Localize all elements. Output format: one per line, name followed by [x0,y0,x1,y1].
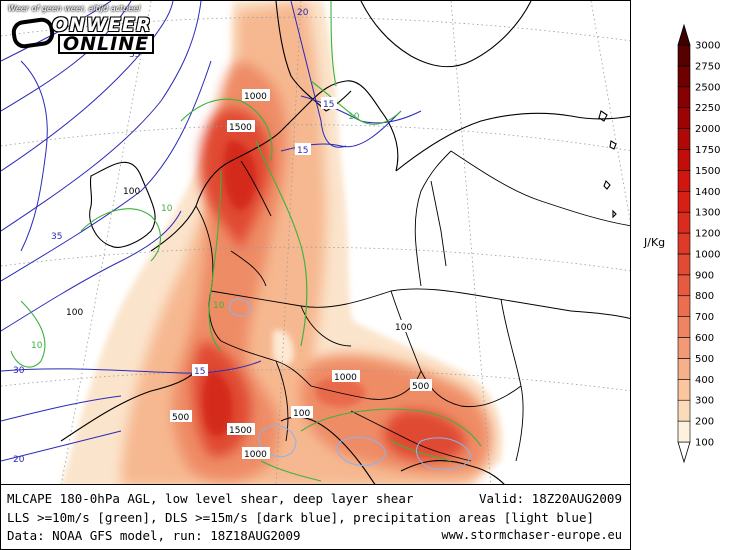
colorbar-tick-label: 1750 [695,145,720,156]
continental-coast [150,80,399,252]
cape-area-1000c [384,410,466,461]
cape-area-1500b [202,371,233,437]
dls-label: 15 [297,146,308,156]
lls-label: 10 [213,301,225,311]
cape-area-1000d [315,377,366,407]
colorbar-swatch [677,211,691,234]
colorbar-tick-label: 1500 [695,166,720,177]
cape-label: 100 [66,308,83,318]
colorbar-swatch [677,149,691,171]
caption-data-source: Data: NOAA GFS model, run: 18Z18AUG2009 [7,528,301,543]
cape-label: 1500 [229,426,252,436]
colorbar-swatch [677,44,691,67]
colorbar-swatch [677,190,691,213]
logo-word-online: ONLINE [58,34,155,54]
colorbar-tick-label: 400 [695,375,714,386]
cape-map: 1000 1500 100 100 500 1500 1000 100 1000… [0,0,631,485]
colorbar-swatch [677,86,691,108]
dls-label: 15 [323,100,334,110]
cape-label: 1500 [229,123,252,133]
islands [598,110,617,219]
logo-tagline: Weer of geen weer, altijd actueel [8,4,141,13]
baltic-coast [395,112,630,172]
adriatic-coast [400,460,505,484]
colorbar-swatch [677,128,691,150]
cape-label: 1000 [244,450,267,460]
cape-label: 100 [293,409,310,419]
logo-word-onweer: ONWEER [52,14,152,36]
lls-contours [10,1,482,482]
colorbar-swatch [677,107,691,129]
colorbar-tick-label: 300 [695,396,714,407]
colorbar-tick-label: 700 [695,312,714,323]
coastlines [60,1,630,484]
colorbar-tick-label: 600 [695,333,714,344]
colorbar-swatch [677,337,691,359]
colorbar-swatch [677,379,691,401]
colorbar-swatch [677,170,691,192]
caption-website: www.stormchaser-europe.eu [441,528,622,542]
colorbar-tick-label: 2750 [695,61,720,72]
map-caption: MLCAPE 180-0hPa AGL, low level shear, de… [0,485,631,550]
colorbar-swatch [677,274,691,297]
graticule [1,1,630,484]
colorbar-tick-label: 200 [695,417,714,428]
colorbar-tick-label: 500 [695,354,714,365]
cape-label: 100 [395,323,412,333]
dls-label: 35 [51,232,62,242]
dls-label: 20 [13,455,25,465]
colorbar-bottom-arrow [677,441,691,464]
britain-coast [89,161,156,248]
shear-labels: 20 15 10 15 35 10 35 10 15 10 30 20 [13,8,360,465]
dls-label: 35 [129,50,140,60]
colorbar-swatch [677,358,691,380]
colorbar-swatch [677,253,691,276]
cape-label: 500 [172,413,189,423]
colorbar-tick-label: 100 [695,438,714,449]
cape-label: 1000 [334,373,357,383]
denmark-coast [275,1,352,112]
scandinavia-coast [360,1,532,68]
colorbar-tick-label: 2500 [695,82,720,93]
colorbar-canvas: 100 200 300 400 500 600 700 800 900 1000 1200 1300 1… [643,23,720,464]
colorbar-swatch [677,316,691,338]
colorbar-tick-label: 1300 [695,208,720,219]
dls-label: 30 [13,366,25,376]
caption-title: MLCAPE 180-0hPa AGL, low level shear, de… [7,491,414,506]
colorbar-tick-label: 2250 [695,103,720,114]
colorbar-tick-label: 3000 [695,41,720,52]
cape-area-1500 [223,140,257,210]
logo-ring-icon [10,16,56,50]
caption-legend-text: LLS >=10m/s [green], DLS >=15m/s [dark b… [7,510,594,525]
colorbar-tick-label: 900 [695,270,714,281]
colorbar-tick-label: 1400 [695,187,720,198]
map-canvas: 1000 1500 100 100 500 1500 1000 100 1000… [1,1,630,484]
colorbar-top-arrow [677,23,691,46]
colorbar-swatch [677,65,691,88]
dls-label: 15 [194,367,205,377]
colorbar-unit: J/Kg [643,236,665,249]
dls-label: 20 [297,8,309,18]
colorbar-swatch [677,295,691,317]
colorbar-tick-label: 1200 [695,229,720,240]
cape-shading [61,1,503,484]
precip-contours [228,298,472,471]
colorbar-tick-label: 2000 [695,124,720,135]
lls-label: 10 [348,112,360,122]
colorbar-swatch [677,399,691,422]
france-coast [60,370,197,442]
colorbar-swatch [677,420,691,443]
colorbar-tick-label: 800 [695,291,714,302]
onweer-online-logo: Weer of geen weer, altijd actueel ONWEER… [4,4,164,54]
caption-valid-time: Valid: 18Z20AUG2009 [479,491,622,506]
cape-label: 100 [123,187,140,197]
cape-label: 500 [412,382,429,392]
lls-label: 10 [31,341,43,351]
colorbar-tick-label: 1000 [695,249,720,260]
cape-colorbar: 100 200 300 400 500 600 700 800 900 1000 1200 1300 1… [631,0,733,550]
colorbar-swatch [677,232,691,255]
cape-label: 1000 [244,92,267,102]
cape-labels: 1000 1500 100 100 500 1500 1000 100 1000… [64,89,432,460]
lls-label: 10 [161,204,173,214]
